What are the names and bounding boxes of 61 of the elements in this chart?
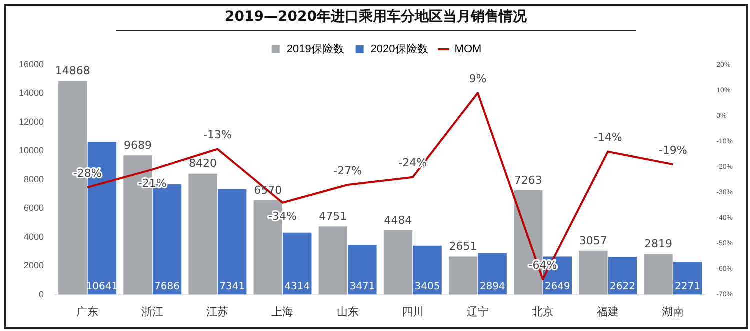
y-tick-label: 6000 bbox=[24, 203, 44, 214]
legend-label: 2020保险数 bbox=[370, 44, 428, 56]
bar bbox=[348, 244, 377, 295]
y-tick-label: 16000 bbox=[18, 59, 44, 70]
legend-label: 2019保险数 bbox=[286, 44, 344, 56]
data-label: 9689 bbox=[124, 139, 152, 152]
y-tick-label: 10000 bbox=[18, 146, 44, 156]
y-tick-label: 2000 bbox=[24, 260, 44, 271]
data-label: 14868 bbox=[55, 64, 90, 78]
bar bbox=[608, 257, 638, 295]
bar bbox=[448, 256, 478, 295]
x-tick-label: 辽宁 bbox=[466, 305, 489, 318]
bar bbox=[384, 230, 413, 295]
data-label: 2622 bbox=[610, 281, 636, 292]
legend-label: MOM bbox=[454, 44, 482, 56]
data-label: 7341 bbox=[220, 281, 246, 292]
data-label: -64% bbox=[528, 258, 558, 272]
bar bbox=[318, 226, 348, 295]
data-label: 2651 bbox=[449, 240, 478, 254]
bar bbox=[579, 250, 608, 295]
y-tick-label: 0 bbox=[39, 289, 44, 300]
data-label: 3057 bbox=[579, 234, 608, 248]
chart-title: 2019—2020年进口乘用车分地区当月销售情况 bbox=[116, 8, 636, 31]
bar bbox=[283, 232, 312, 295]
bar bbox=[218, 189, 247, 295]
x-tick-label: 上海 bbox=[272, 305, 294, 318]
data-label: 4484 bbox=[384, 214, 412, 227]
data-label: -34% bbox=[268, 210, 297, 224]
data-label: 7686 bbox=[154, 281, 180, 292]
data-label: 3405 bbox=[414, 281, 440, 292]
data-label: 8420 bbox=[189, 157, 218, 170]
y-tick-label: 8000 bbox=[24, 174, 44, 184]
data-label: 2894 bbox=[480, 281, 506, 292]
x-tick-label: 福建 bbox=[597, 305, 620, 318]
bar bbox=[478, 253, 507, 295]
data-label: 2271 bbox=[675, 281, 700, 292]
bar bbox=[644, 254, 673, 295]
data-label: 3471 bbox=[350, 281, 376, 292]
x-tick-label: 山东 bbox=[336, 305, 359, 318]
data-label: 9% bbox=[469, 72, 487, 86]
y-tick-label: 14000 bbox=[18, 88, 44, 98]
data-label: 2649 bbox=[544, 281, 570, 292]
data-label: -14% bbox=[594, 131, 622, 144]
data-label: 4751 bbox=[319, 210, 348, 223]
y-tick-label: 12000 bbox=[18, 116, 44, 127]
data-label: -13% bbox=[203, 128, 232, 142]
data-label: -27% bbox=[334, 164, 362, 178]
x-tick-label: 广东 bbox=[76, 305, 99, 318]
x-tick-label: 浙江 bbox=[142, 305, 164, 318]
x-tick-label: 江苏 bbox=[206, 305, 229, 318]
data-label: 4314 bbox=[284, 281, 310, 292]
y-tick-label: 4000 bbox=[24, 232, 44, 242]
bar bbox=[413, 246, 442, 295]
bar bbox=[673, 262, 702, 295]
data-label: 7263 bbox=[514, 174, 542, 187]
x-tick-label: 湖南 bbox=[662, 305, 684, 318]
x-tick-label: 北京 bbox=[532, 305, 554, 318]
x-tick-label: 四川 bbox=[402, 305, 424, 318]
bar bbox=[188, 174, 218, 295]
data-label: 2819 bbox=[644, 238, 672, 251]
data-label: -19% bbox=[658, 144, 688, 157]
